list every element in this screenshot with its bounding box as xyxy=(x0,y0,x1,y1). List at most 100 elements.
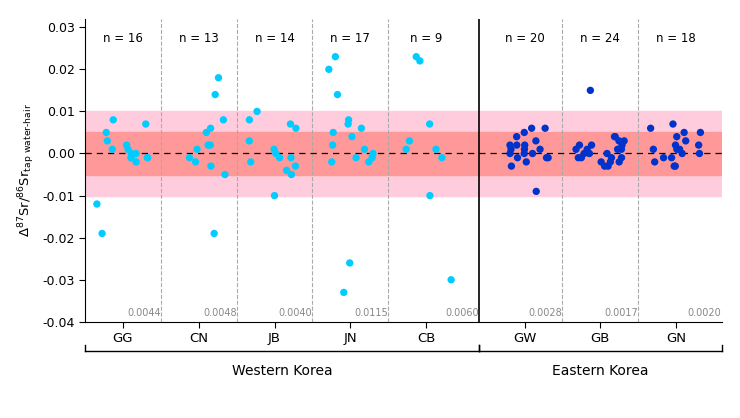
Point xyxy=(141,154,153,161)
Text: n = 9: n = 9 xyxy=(410,32,443,45)
Point xyxy=(671,133,683,140)
Point xyxy=(648,146,659,153)
Point xyxy=(531,188,542,195)
Point xyxy=(350,154,362,161)
Point xyxy=(363,158,374,165)
Point xyxy=(612,146,624,153)
Text: n = 24: n = 24 xyxy=(580,32,620,45)
Point xyxy=(289,163,301,169)
Point xyxy=(285,154,297,161)
Point xyxy=(205,125,217,132)
Point xyxy=(616,146,628,153)
Point xyxy=(541,154,553,161)
Point xyxy=(599,163,610,169)
Text: n = 16: n = 16 xyxy=(103,32,143,45)
Point xyxy=(576,154,588,161)
Point xyxy=(219,171,231,178)
Text: 0.0060: 0.0060 xyxy=(445,308,479,318)
Point xyxy=(613,138,625,144)
Point xyxy=(511,133,522,140)
Point xyxy=(332,91,343,98)
Point xyxy=(602,163,614,169)
Text: n = 17: n = 17 xyxy=(330,32,370,45)
Point xyxy=(525,125,537,132)
Text: n = 20: n = 20 xyxy=(505,32,545,45)
Text: 0.0115: 0.0115 xyxy=(354,308,388,318)
Point xyxy=(520,158,532,165)
Point xyxy=(581,146,593,153)
Point xyxy=(530,138,542,144)
Point xyxy=(671,146,683,153)
Point xyxy=(616,142,628,148)
Point xyxy=(668,163,680,169)
Point xyxy=(573,154,585,161)
Point xyxy=(205,163,217,169)
Point xyxy=(693,142,704,148)
Point xyxy=(141,154,153,161)
Point xyxy=(125,154,137,161)
Point xyxy=(649,158,661,165)
Point xyxy=(616,154,628,161)
Point xyxy=(343,117,354,123)
Point xyxy=(204,142,216,148)
Point xyxy=(505,146,517,153)
Point xyxy=(445,276,457,283)
Point xyxy=(212,74,224,81)
Point xyxy=(574,142,585,148)
Text: 0.0017: 0.0017 xyxy=(605,308,638,318)
Point xyxy=(601,150,613,157)
Text: Eastern Korea: Eastern Korea xyxy=(552,364,648,378)
Point xyxy=(570,146,582,153)
Point xyxy=(191,146,203,153)
Text: 0.0020: 0.0020 xyxy=(687,308,722,318)
Point xyxy=(658,154,670,161)
Point xyxy=(284,121,296,127)
Point xyxy=(511,142,522,148)
Point xyxy=(608,133,620,140)
Point xyxy=(618,138,630,144)
Point xyxy=(585,142,597,148)
Point xyxy=(504,142,516,148)
Point xyxy=(519,142,531,148)
Point xyxy=(430,146,442,153)
Y-axis label: $\Delta^{87}$Sr/$^{86}$Sr$_{\mathrm{tap\ water\text{-}hair}}$: $\Delta^{87}$Sr/$^{86}$Sr$_{\mathrm{tap\… xyxy=(16,103,37,237)
Point xyxy=(519,146,531,153)
Text: 0.0028: 0.0028 xyxy=(528,308,562,318)
Point xyxy=(583,150,595,157)
Point xyxy=(680,138,692,144)
Text: 0.0048: 0.0048 xyxy=(203,308,237,318)
Point xyxy=(327,142,339,148)
Text: n = 18: n = 18 xyxy=(656,32,696,45)
Point xyxy=(290,125,302,132)
Point xyxy=(359,146,371,153)
Point xyxy=(695,129,707,136)
Point xyxy=(130,158,142,165)
Point xyxy=(585,87,596,94)
Point xyxy=(539,125,551,132)
Point xyxy=(693,150,705,157)
Point xyxy=(189,158,201,165)
Point xyxy=(91,201,103,207)
Point xyxy=(346,133,358,140)
Point xyxy=(367,150,379,157)
Text: n = 14: n = 14 xyxy=(255,32,295,45)
Point xyxy=(280,167,292,174)
Point xyxy=(218,117,229,123)
Point xyxy=(424,192,436,199)
Point xyxy=(511,154,523,161)
Point xyxy=(121,142,132,148)
Point xyxy=(542,154,554,161)
Point xyxy=(101,129,112,136)
Point xyxy=(505,163,517,169)
Point xyxy=(613,158,625,165)
Bar xyxy=(85,112,722,196)
Point xyxy=(344,260,356,266)
Point xyxy=(270,150,282,157)
Point xyxy=(208,230,220,237)
Point xyxy=(578,150,590,157)
Point xyxy=(202,142,214,148)
Point xyxy=(342,121,354,127)
Point xyxy=(107,146,118,153)
Point xyxy=(251,108,263,115)
Point xyxy=(504,150,516,157)
